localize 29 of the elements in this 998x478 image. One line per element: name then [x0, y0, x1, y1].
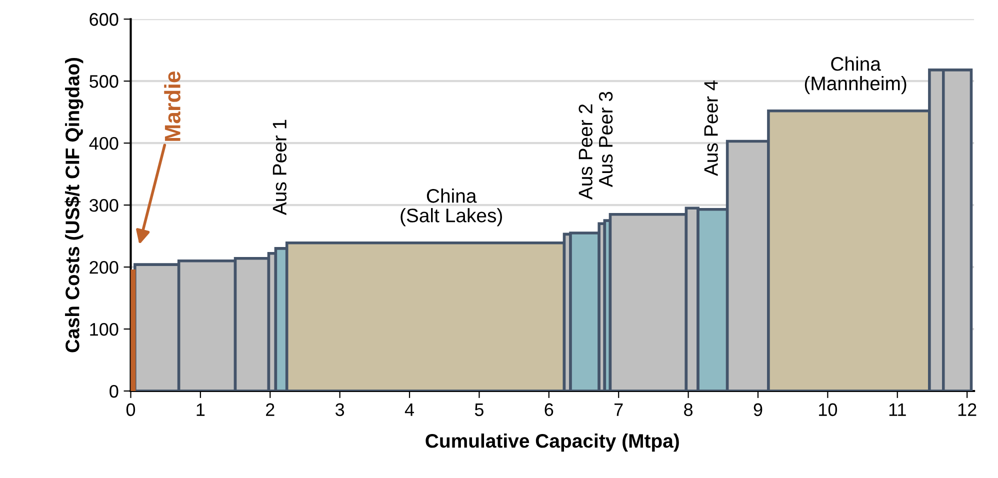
y-tick-label: 100: [90, 322, 118, 336]
annotation: Aus Peer 1: [272, 120, 286, 216]
x-tick-label: 0: [126, 403, 136, 416]
x-tick-label: 8: [684, 403, 693, 416]
x-tick-label: 3: [335, 403, 344, 416]
annotation: Aus Peer 4: [704, 80, 718, 176]
x-tick-label: 4: [404, 403, 414, 416]
annotation: Mardie: [164, 71, 180, 141]
annotation: China (Salt Lakes): [400, 188, 502, 226]
x-axis-title: Cumulative Capacity (Mtpa): [426, 434, 679, 452]
x-tick-label: 5: [474, 403, 484, 416]
y-tick-label: 500: [90, 75, 118, 88]
y-tick-label: 200: [90, 260, 118, 274]
x-tick-label: 10: [819, 403, 838, 416]
annotation: Aus Peer 3: [598, 92, 613, 188]
x-tick-label: 9: [754, 403, 762, 416]
x-tick-label: 6: [544, 403, 554, 416]
x-tick-label: 11: [889, 403, 906, 416]
x-tick-label: 12: [958, 403, 976, 416]
y-tick-label: 400: [89, 137, 118, 150]
annotation: China (Mannheim): [804, 56, 906, 94]
x-tick-label: 7: [614, 403, 623, 416]
y-tick-label: 0: [110, 384, 118, 398]
y-axis-title: Cash Costs (US$/t CIF Qingdao): [64, 58, 84, 352]
x-tick-label: 1: [196, 403, 205, 416]
annotation: Aus Peer 2: [578, 104, 592, 200]
y-tick-label: 600: [90, 13, 118, 26]
x-tick-label: 2: [266, 403, 274, 416]
y-tick-label: 300: [90, 198, 118, 212]
